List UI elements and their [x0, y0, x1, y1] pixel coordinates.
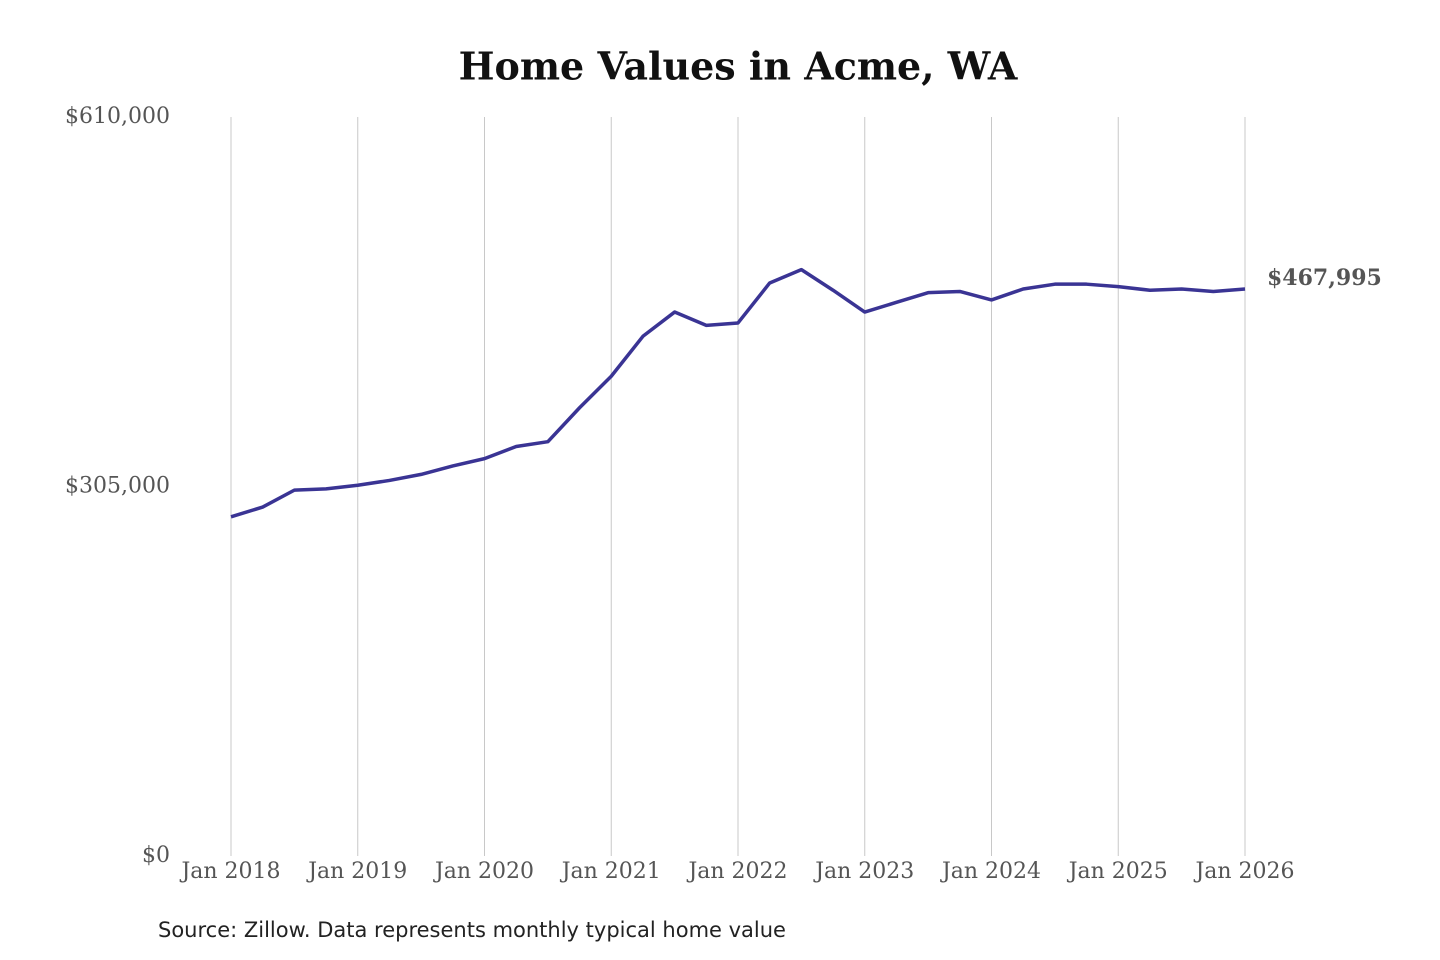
x-tick-label: Jan 2023	[813, 859, 914, 884]
line-series	[230, 267, 1246, 519]
source-note: Source: Zillow. Data represents monthly …	[158, 918, 786, 942]
y-tick-label: $305,000	[65, 474, 170, 499]
x-tick-label: Jan 2022	[686, 859, 787, 884]
x-tick-label: Jan 2020	[433, 859, 534, 884]
end-value-label: $467,995	[1267, 265, 1382, 291]
x-tick-label: Jan 2019	[306, 859, 407, 884]
chart-title: Home Values in Acme, WA	[459, 44, 1018, 89]
x-tick-label: Jan 2021	[560, 859, 661, 884]
x-tick-label: Jan 2025	[1067, 859, 1168, 884]
x-tick-label: Jan 2024	[940, 859, 1041, 884]
y-tick-label: $610,000	[65, 104, 170, 129]
x-tick-label: Jan 2026	[1193, 859, 1294, 884]
x-tick-label: Jan 2018	[179, 859, 280, 884]
y-tick-label: $0	[142, 843, 170, 868]
